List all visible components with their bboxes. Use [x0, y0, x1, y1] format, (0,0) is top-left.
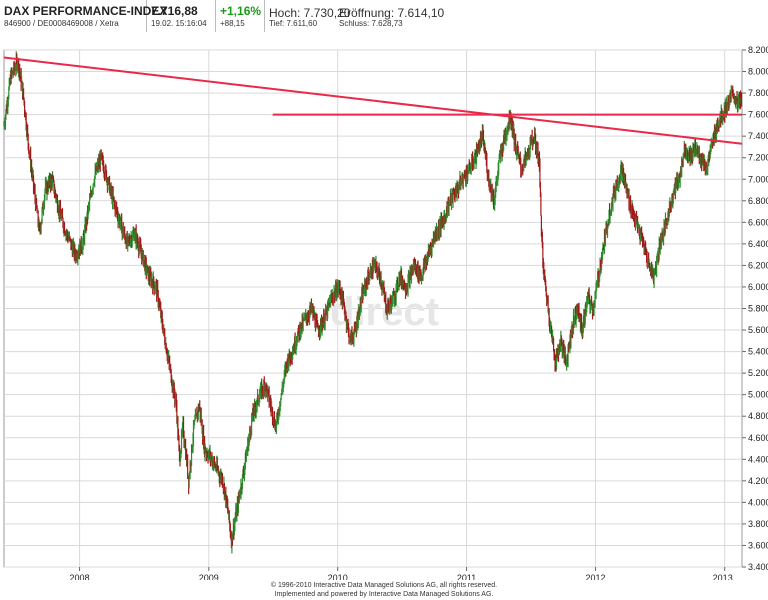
day-high: Hoch: 7.730,20: [269, 6, 351, 20]
y-tick-label: 4.800: [748, 411, 768, 421]
y-tick-label: 7.400: [748, 131, 768, 141]
change-absolute: +88,15: [220, 19, 245, 28]
y-tick-label: 3.800: [748, 519, 768, 529]
y-tick-label: 4.200: [748, 476, 768, 486]
x-tick-label: 2012: [585, 573, 605, 580]
powered-by-line: Implemented and powered by Interactive D…: [274, 591, 494, 598]
y-tick-label: 6.200: [748, 260, 768, 270]
copyright-line: © 1996-2010 Interactive Data Managed Sol…: [270, 582, 498, 589]
range-cell: Hoch: 7.730,20 Eröffnung: 7.614,10 Tief:…: [265, 0, 445, 32]
change-percent: +1,16%: [220, 4, 262, 18]
change-cell: +1,16% +88,15: [216, 0, 265, 32]
y-tick-label: 7.000: [748, 174, 768, 184]
x-tick-label: 2008: [70, 573, 90, 580]
y-axis: 3.400 3.600 3.800 4.000 4.200 4.400 4.600 4.800…: [742, 45, 768, 572]
price-cell: 7.716,88 19.02. 15:16:04: [147, 0, 216, 32]
y-tick-label: 7.200: [748, 153, 768, 163]
y-tick-label: 5.000: [748, 390, 768, 400]
quote-header: DAX PERFORMANCE-INDEX 846900 / DE0008469…: [0, 0, 768, 32]
y-tick-label: 7.800: [748, 88, 768, 98]
day-low: Tief: 7.611,60: [269, 19, 318, 28]
y-tick-label: 7.600: [748, 110, 768, 120]
instrument-name: DAX PERFORMANCE-INDEX: [4, 4, 168, 18]
y-tick-label: 4.400: [748, 454, 768, 464]
y-tick-label: 8.200: [748, 45, 768, 55]
day-open: Eröffnung: 7.614,10: [339, 6, 445, 20]
y-tick-label: 4.600: [748, 433, 768, 443]
x-tick-label: 2010: [328, 573, 348, 580]
x-tick-label: 2013: [713, 573, 733, 580]
grid-lines: [4, 49, 742, 568]
x-tick-label: 2011: [457, 573, 476, 580]
quote-datetime: 19.02. 15:16:04: [151, 19, 207, 28]
y-tick-label: 6.000: [748, 282, 768, 292]
x-tick-label: 2009: [199, 573, 219, 580]
y-tick-label: 5.400: [748, 347, 768, 357]
price-series: [3, 51, 743, 554]
instrument-cell: DAX PERFORMANCE-INDEX 846900 / DE0008469…: [0, 0, 167, 32]
x-axis: 2008 2009 2010 2011 2012 2013: [70, 567, 733, 580]
y-tick-label: 5.800: [748, 304, 768, 314]
prev-close: Schluss: 7.628,73: [339, 19, 403, 28]
trendlines: [3, 56, 743, 145]
y-tick-label: 4.000: [748, 497, 768, 507]
y-tick-label: 3.400: [748, 562, 768, 572]
trendline: [3, 56, 743, 145]
y-tick-label: 6.600: [748, 217, 768, 227]
y-tick-label: 6.400: [748, 239, 768, 249]
y-tick-label: 6.800: [748, 196, 768, 206]
last-price: 7.716,88: [151, 4, 198, 18]
y-tick-label: 3.600: [748, 540, 768, 550]
price-chart: direct 3.4003.6003.8004.0004.2004.4004.6…: [3, 45, 768, 580]
y-tick-label: 5.600: [748, 325, 768, 335]
y-tick-label: 5.200: [748, 368, 768, 378]
instrument-ident: 846900 / DE0008469008 / Xetra: [4, 19, 119, 28]
y-tick-label: 8.000: [748, 67, 768, 77]
